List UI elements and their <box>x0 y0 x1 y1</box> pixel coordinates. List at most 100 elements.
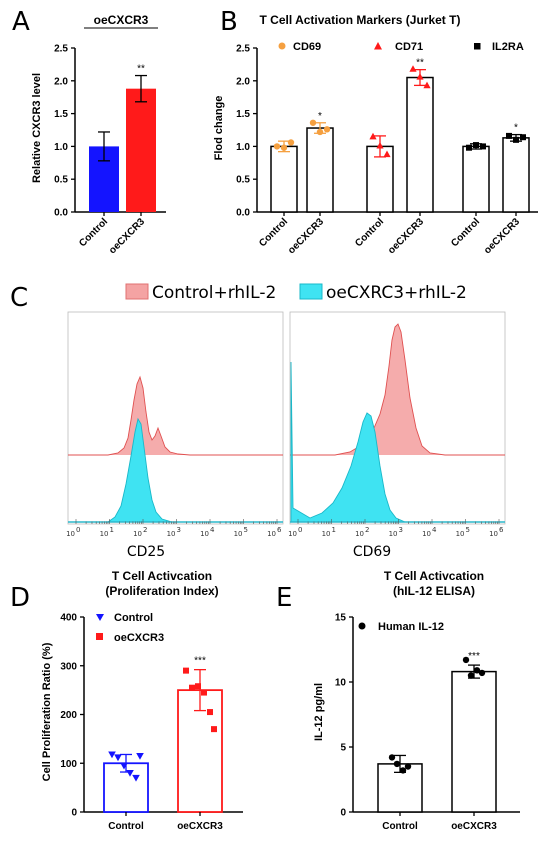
flow-x-tick-label-1: 10 <box>288 530 297 538</box>
panel-letter-a: A <box>12 7 30 37</box>
panel-b-x-tick-label: Control <box>353 216 386 249</box>
panel-d-y-axis-label: Cell Proliferation Ratio (%) <box>41 642 53 781</box>
panel-b-il2ra-oecxcr3-point <box>506 132 512 139</box>
panel-d-point-oecxcr3 <box>201 689 207 696</box>
panel-b-cd69-oecxcr3-significance: * <box>318 111 322 122</box>
flow-x-tick-label-0: 10 <box>267 530 276 538</box>
legend-human-il12-marker <box>358 622 366 630</box>
panel-d-point-oecxcr3 <box>211 726 217 733</box>
legend-cd69-label: CD69 <box>293 41 321 53</box>
flow-x-tick-label-0: 10 <box>66 530 75 538</box>
flow-x-tick-exponent-0: 1 <box>110 526 114 534</box>
flow-x-tick-exponent-0: 5 <box>244 526 248 534</box>
flow-x-tick-label-0: 10 <box>100 530 109 538</box>
cd69-control-histogram <box>290 323 505 456</box>
panel-d-y-tick-label: 100 <box>60 759 77 770</box>
panel-b-y-tick-label: 2.0 <box>236 76 250 87</box>
panel-e-point-control <box>399 767 407 774</box>
panel-b-y-tick-label: 0.0 <box>236 208 250 219</box>
panel-b-il2ra-control-point <box>473 142 479 149</box>
panel-letter-e: E <box>276 583 292 613</box>
panel-b-x-tick-label: Control <box>449 216 482 249</box>
flow-x-tick-label-1: 10 <box>456 530 465 538</box>
flow-x-tick-exponent-1: 6 <box>499 526 504 534</box>
legend-cd71-marker <box>374 42 382 50</box>
panel-letter-c: C <box>10 283 28 313</box>
panel-a-y-axis-label: Relative CXCR3 level <box>31 73 43 183</box>
panel-e-y-tick-label: 0 <box>340 808 346 819</box>
flow-x-tick-exponent-0: 6 <box>277 526 282 534</box>
panel-b-cd69-oecxcr3-point <box>316 128 324 136</box>
flow-x-tick-exponent-1: 0 <box>298 526 302 534</box>
panel-a-title: oeCXCR3 <box>94 13 149 27</box>
panel-a-y-tick-label: 1.5 <box>54 109 68 120</box>
panel-e-y-tick-label: 15 <box>335 613 347 624</box>
panel-d-point-oecxcr3 <box>189 684 195 691</box>
legend-il2ra-label: IL2RA <box>492 41 524 53</box>
panel-a-bar-oecxcr3 <box>126 88 156 212</box>
cd25-x-axis-label: CD25 <box>127 544 165 560</box>
panel-d-x-tick-label: Control <box>108 821 144 832</box>
panel-d-point-control <box>108 751 116 759</box>
panel-e-point-oecxcr3 <box>462 656 470 664</box>
legend-control-d-label: Control <box>114 612 153 624</box>
panel-d-x-tick-label: oeCXCR3 <box>177 821 223 832</box>
panel-d-title: T Cell Activcation <box>112 569 212 583</box>
cd25-oecxcr3-histogram <box>68 417 283 523</box>
flow-x-tick-exponent-0: 3 <box>177 526 181 534</box>
legend-oecxcr3-swatch <box>299 283 323 300</box>
legend-cd71-label: CD71 <box>395 41 423 53</box>
panel-a-y-tick-label: 0.5 <box>54 175 68 186</box>
panel-e-point-control <box>388 754 396 761</box>
panel-d-y-tick-label: 200 <box>60 710 77 721</box>
panel-b-y-tick-label: 0.5 <box>236 175 250 186</box>
flow-x-tick-exponent-0: 2 <box>143 526 147 534</box>
panel-a-y-tick-label: 2.0 <box>54 76 68 87</box>
panel-d-chart: T Cell Activcation (Proliferation Index)… <box>41 569 243 832</box>
panel-d-y-tick-label: 400 <box>60 613 77 624</box>
panel-d-point-control <box>126 770 134 777</box>
panel-b-cd69-oecxcr3-point <box>309 119 317 126</box>
panel-b-x-tick-label: oeCXCR3 <box>286 216 326 256</box>
cd25-control-histogram <box>68 375 283 456</box>
panel-b-cd71-oecxcr3-point <box>416 73 424 80</box>
panel-e-x-tick-label: Control <box>382 821 418 832</box>
flow-x-tick-label-0: 10 <box>200 530 209 538</box>
cd69-oecxcr3-histogram <box>290 361 406 523</box>
panel-a-y-tick-label: 2.5 <box>54 44 68 55</box>
panel-b-cd69-control-point <box>273 143 281 150</box>
panel-d-subtitle: (Proliferation Index) <box>105 584 218 598</box>
panel-b-cd71-control-point <box>376 141 384 149</box>
panel-b-il2ra-oecxcr3-point <box>513 136 519 143</box>
flow-x-tick-exponent-1: 3 <box>399 526 403 534</box>
panel-d-point-control <box>136 752 144 760</box>
panel-e-chart: T Cell Activcation (hIL-12 ELISA) IL-12 … <box>313 569 520 832</box>
panel-e-point-control <box>404 763 412 770</box>
panel-b-il2ra-oecxcr3-significance: * <box>514 123 518 134</box>
flow-x-tick-exponent-0: 4 <box>210 526 215 534</box>
panel-b-title: T Cell Activation Markers (Jurket T) <box>260 13 461 27</box>
legend-oecxcr3-d-marker <box>96 633 103 640</box>
flow-x-tick-label-1: 10 <box>389 530 398 538</box>
panel-e-subtitle: (hIL-12 ELISA) <box>393 584 475 598</box>
flow-x-tick-label-1: 10 <box>489 530 498 538</box>
panel-b-cd71-control-point <box>369 132 377 140</box>
cd69-histogram-frame <box>289 311 506 525</box>
legend-oecxcr3-label: oeCXRC3+rhIL-2 <box>326 283 467 303</box>
panel-d-y-tick-label: 300 <box>60 661 77 672</box>
panel-d-y-tick-label: 0 <box>71 808 77 819</box>
cd25-histogram-frame <box>67 311 284 525</box>
panel-e-significance: *** <box>468 651 480 662</box>
panel-e-point-oecxcr3 <box>467 672 475 679</box>
panel-d-point-oecxcr3 <box>195 683 201 690</box>
panel-b-cd71-oecxcr3-point <box>423 81 431 89</box>
panel-letter-b: B <box>220 7 238 37</box>
legend-oecxcr3-d-label: oeCXCR3 <box>114 632 164 644</box>
panel-b-y-tick-label: 1.0 <box>236 142 250 153</box>
panel-b-cd71-oecxcr3-significance: ** <box>416 58 424 69</box>
panel-b-y-tick-label: 2.5 <box>236 44 250 55</box>
panel-b-x-tick-label: Control <box>257 216 290 249</box>
panel-e-y-axis-label: IL-12 pg/ml <box>313 683 325 741</box>
panel-b-cd69-control-point <box>280 144 288 151</box>
